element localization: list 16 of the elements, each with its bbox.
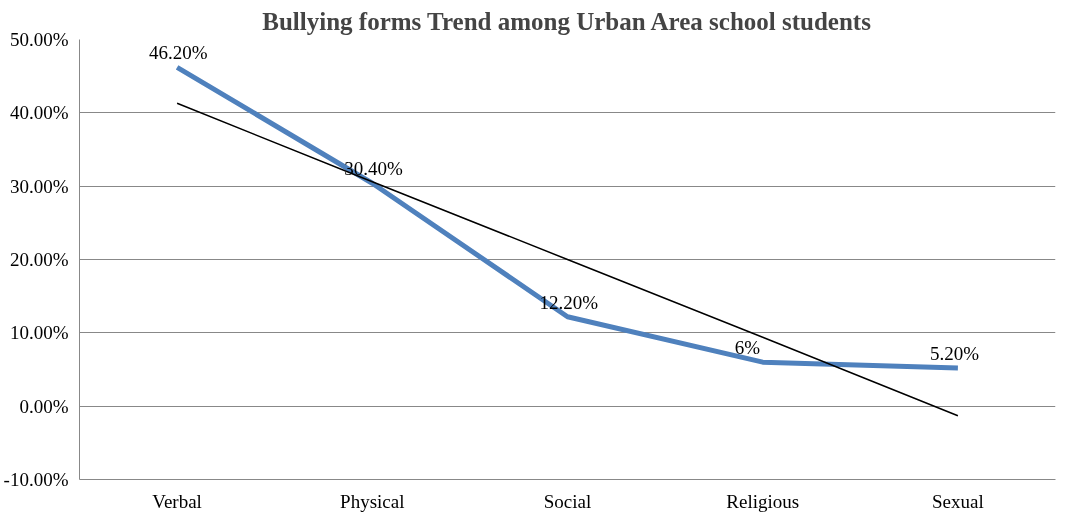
x-tick-label: Religious	[726, 490, 800, 512]
y-tick-label: -10.00%	[3, 469, 69, 490]
data-label: 6%	[734, 337, 761, 359]
chart-title: Bullying forms Trend among Urban Area school students	[262, 7, 872, 35]
data-label: 46.20%	[149, 42, 208, 64]
y-tick-label: 50.00%	[9, 29, 69, 50]
y-tick-label: 20.00%	[9, 249, 69, 270]
x-tick-label: Physical	[340, 490, 405, 512]
y-tick-label: 30.00%	[9, 175, 69, 197]
y-tick-label: 40.00%	[9, 102, 69, 124]
y-tick-label: 10.00%	[9, 322, 69, 344]
x-tick-label: Sexual	[932, 490, 984, 512]
y-tick-label: 0.00%	[19, 395, 69, 417]
x-tick-label: Verbal	[152, 490, 202, 512]
data-label: 5.20%	[929, 343, 980, 365]
x-tick-label: Social	[543, 490, 592, 512]
